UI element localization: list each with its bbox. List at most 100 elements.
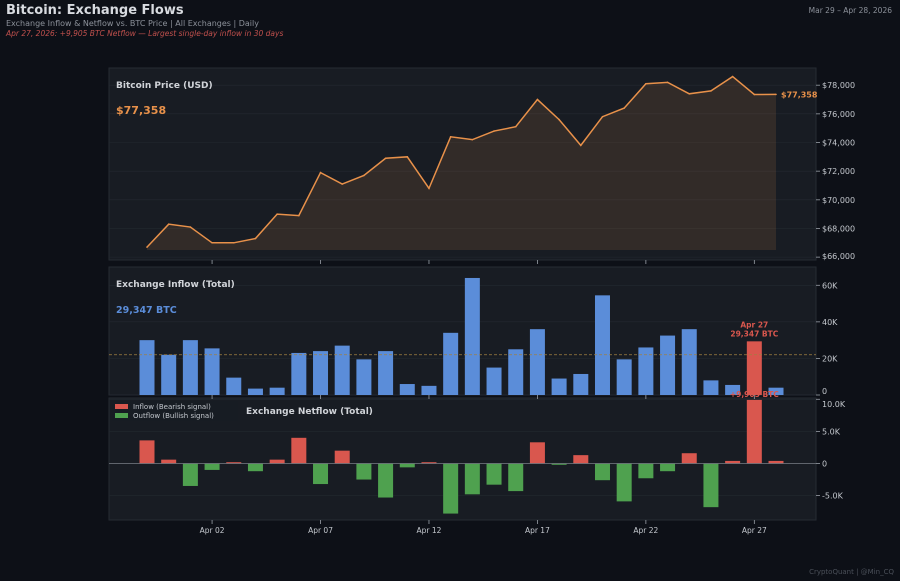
inflow-bar: [399, 384, 415, 395]
inflow-bar: [247, 388, 263, 395]
y-tick-label: $72,000: [822, 167, 855, 176]
inflow-bar: [768, 387, 784, 395]
price-point: [384, 157, 387, 160]
y-tick-label: 60K: [822, 281, 838, 290]
inflow-bar: [313, 351, 329, 395]
netflow-bar: [594, 463, 610, 481]
netflow-bar: [443, 463, 459, 514]
legend-swatch: [115, 404, 128, 409]
inflow-bar: [443, 332, 459, 395]
y-tick-label: -5.0K: [822, 492, 844, 501]
inflow-bar: [746, 341, 762, 395]
panel-0: [108, 67, 817, 261]
netflow-bar: [703, 463, 719, 508]
x-tick-label: Apr 22: [633, 526, 658, 535]
netflow-bar: [313, 463, 329, 485]
inflow-bar: [334, 345, 350, 395]
netflow-bar: [378, 463, 394, 498]
inflow-bar: [291, 352, 307, 395]
price-point: [666, 81, 669, 84]
inflow-bar: [594, 295, 610, 395]
price-point: [341, 183, 344, 185]
y-tick-label: 0: [822, 459, 827, 468]
netflow-bar: [768, 460, 784, 464]
price-point: [211, 242, 213, 244]
netflow-bar: [356, 463, 372, 480]
inflow-panel-title: Exchange Inflow (Total): [116, 280, 235, 290]
netflow-bar: [399, 463, 415, 468]
netflow-bar: [573, 455, 589, 464]
netflow-bar: [638, 463, 654, 479]
price-point: [298, 214, 300, 217]
inflow-bar: [638, 347, 654, 395]
inflow-bar: [161, 354, 177, 395]
price-point: [254, 237, 257, 240]
netflow-bar: [529, 442, 545, 464]
price-line: [146, 75, 777, 248]
y-tick-label: $66,000: [822, 252, 855, 261]
price-point: [710, 90, 712, 92]
netflow-bar: [551, 463, 567, 465]
x-tick-label: Apr 12: [417, 526, 442, 535]
y-tick-label: $70,000: [822, 196, 855, 205]
y-tick-label: $74,000: [822, 139, 855, 148]
page-title: Bitcoin: Exchange Flows: [6, 3, 184, 18]
inflow-bar: [486, 367, 502, 395]
netflow-bar: [226, 462, 242, 464]
price-point: [580, 144, 582, 147]
price-point: [471, 138, 474, 141]
netflow-bar: [291, 437, 307, 464]
inflow-bar: [139, 340, 155, 395]
netflow-bar: [139, 440, 155, 464]
netflow-bar: [660, 463, 676, 472]
inflow-bar: [508, 349, 524, 395]
x-tick-label: Apr 02: [200, 526, 225, 535]
netflow-bar: [334, 450, 350, 464]
page-subtitle: Exchange Inflow & Netflow vs. BTC Price …: [6, 19, 259, 28]
legend-swatch: [115, 413, 128, 418]
x-tick-label: Apr 17: [525, 526, 550, 535]
price-point: [688, 92, 691, 95]
inflow-bar: [703, 380, 719, 395]
price-point: [731, 75, 734, 78]
price-point: [232, 242, 235, 244]
netflow-bar: [681, 453, 697, 464]
inflow-bar: [182, 340, 198, 395]
price-point: [167, 223, 170, 225]
inflow-bar: [660, 335, 676, 395]
netflow-highlight-value: +9,905 BTC: [730, 390, 779, 399]
price-point: [406, 156, 409, 158]
y-tick-label: 10.0K: [822, 400, 846, 409]
price-point: [276, 213, 278, 215]
price-point: [319, 171, 322, 174]
y-tick-label: $78,000: [822, 81, 855, 90]
inflow-current-value: 29,347 BTC: [116, 305, 177, 316]
netflow-bar: [182, 463, 198, 486]
price-point: [449, 135, 452, 138]
y-tick-label: 5.0K: [822, 427, 841, 436]
price-point: [514, 125, 517, 128]
date-range: Mar 29 – Apr 28, 2026: [808, 6, 892, 15]
price-point: [601, 115, 604, 118]
price-point: [493, 130, 495, 132]
price-point: [753, 93, 756, 96]
x-tick-label: Apr 07: [308, 526, 333, 535]
price-point: [623, 107, 625, 109]
price-point: [558, 118, 560, 121]
legend-label: Outflow (Bullish signal): [133, 412, 214, 420]
price-panel-title: Bitcoin Price (USD): [116, 81, 213, 91]
credit: CryptoQuant | @Min_CQ: [809, 568, 894, 576]
price-point: [645, 82, 647, 85]
netflow-bar: [508, 463, 524, 492]
x-tick-label: Apr 27: [742, 526, 767, 535]
inflow-bar: [204, 348, 220, 395]
legend-box: [112, 401, 238, 421]
price-area: [147, 76, 777, 250]
inflow-highlight-value: 29,347 BTC: [730, 329, 778, 338]
price-current-value: $77,358: [116, 104, 166, 117]
inflow-bar: [269, 387, 285, 395]
inflow-bar: [421, 385, 437, 395]
netflow-bar: [247, 463, 263, 472]
inflow-highlight-date: Apr 27: [740, 320, 768, 329]
